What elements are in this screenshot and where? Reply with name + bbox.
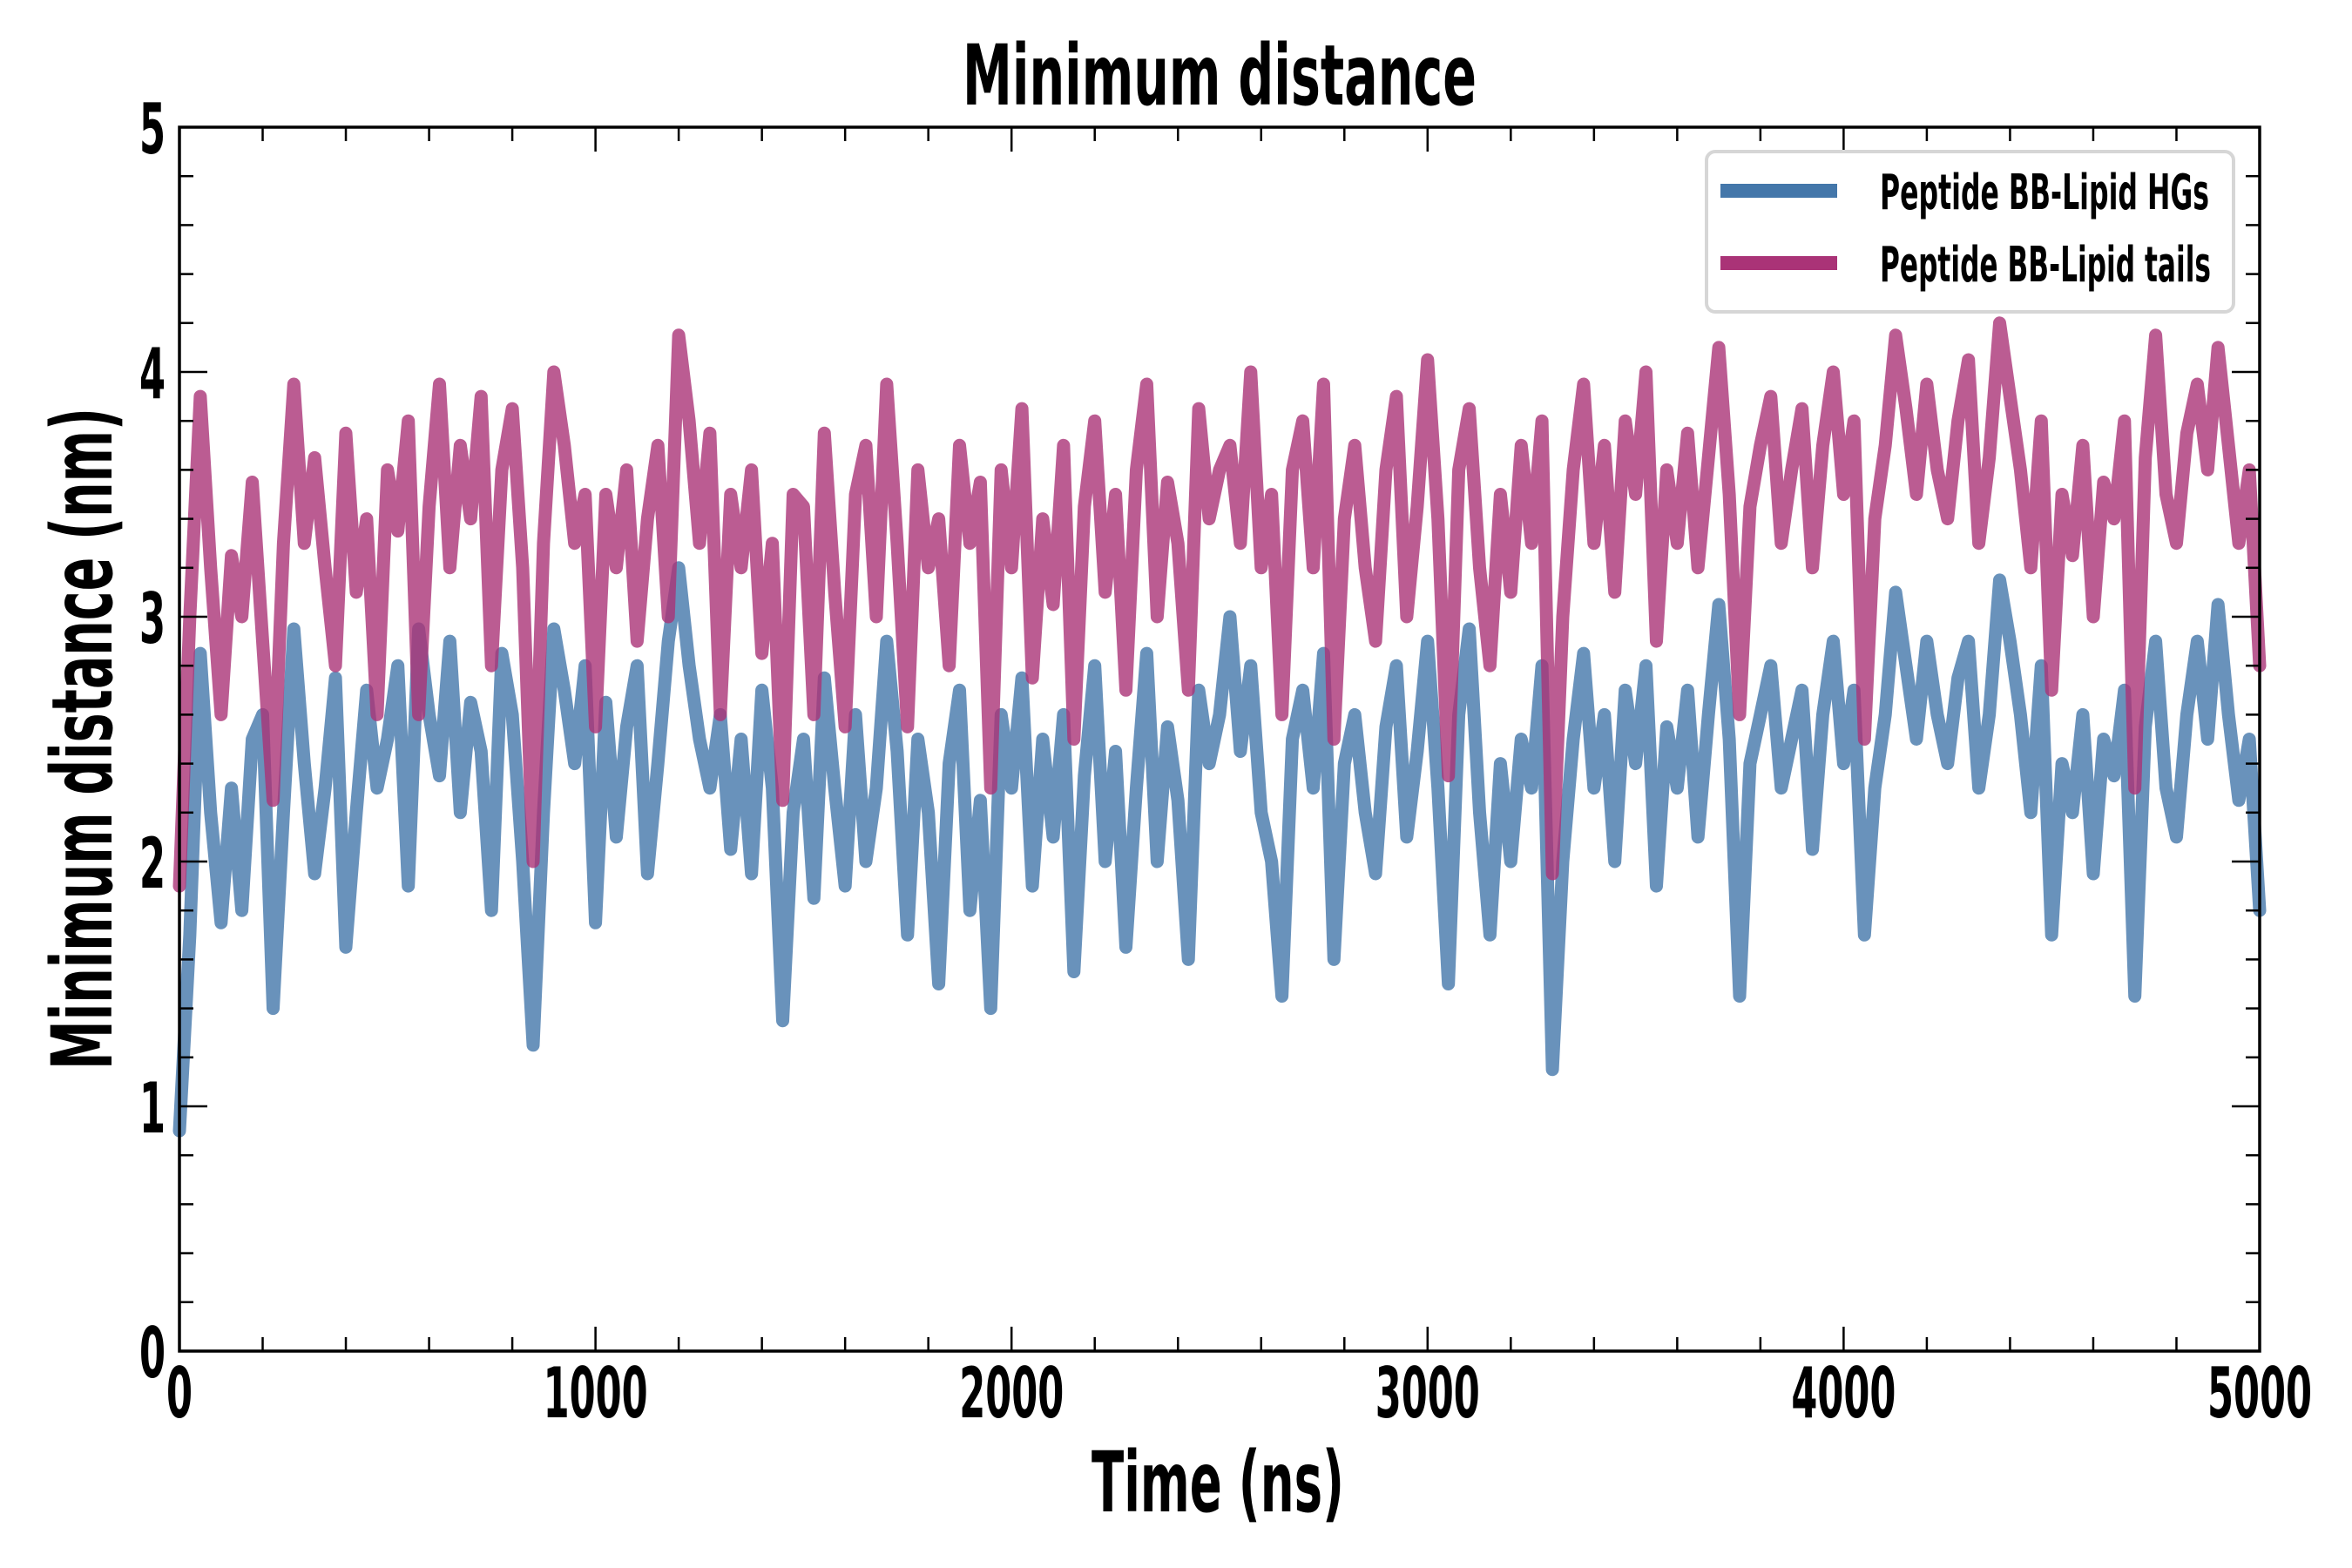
y-tick-labels: 0 1 2 3 4 5 xyxy=(139,89,166,1394)
x-axis-label: Time (ns) xyxy=(1092,1434,1344,1531)
x-tick-label: 2000 xyxy=(959,1353,1064,1434)
legend-box xyxy=(1705,150,2235,314)
y-tick-label: 1 xyxy=(139,1068,166,1149)
y-axis-label: Minimum distance (nm) xyxy=(34,408,132,1070)
x-tick-label: 1000 xyxy=(544,1353,648,1434)
plot-frame xyxy=(178,125,2261,1353)
y-tick-label: 4 xyxy=(139,334,166,415)
y-tick-label: 5 xyxy=(139,89,166,170)
x-tick-label: 4000 xyxy=(1791,1353,1896,1434)
legend-label-tails: Peptide BB-Lipid tails xyxy=(1880,237,2211,294)
legend-label-hgs: Peptide BB-Lipid HGs xyxy=(1880,165,2209,221)
series-line-hgs xyxy=(172,561,2267,1138)
series-line-tails xyxy=(172,316,2267,893)
x-tick-label: 3000 xyxy=(1375,1353,1480,1434)
y-tick-label: 2 xyxy=(139,823,166,904)
x-tick-label: 5000 xyxy=(2207,1353,2312,1434)
x-tick-label: 0 xyxy=(166,1353,193,1434)
y-tick-label: 0 xyxy=(139,1313,166,1394)
legend: Peptide BB-Lipid HGs Peptide BB-Lipid ta… xyxy=(1705,150,2235,314)
y-tick-label: 3 xyxy=(139,578,166,659)
chart-title: Minimum distance xyxy=(963,27,1477,125)
ticks-layer xyxy=(179,127,2260,1351)
series-layer xyxy=(172,316,2267,1138)
x-tick-labels: 0 1000 2000 3000 4000 5000 xyxy=(166,1353,2312,1434)
